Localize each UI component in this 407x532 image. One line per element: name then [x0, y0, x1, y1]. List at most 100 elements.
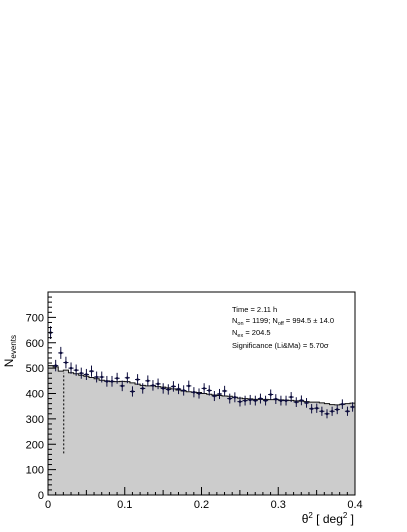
on-point: [124, 372, 130, 384]
on-point-marker: [248, 398, 252, 402]
on-point: [268, 389, 274, 400]
on-point: [165, 384, 171, 395]
on-point-marker: [310, 407, 313, 411]
y-tick-label: 400: [26, 389, 44, 401]
x-axis-label-unit-sup: 2: [343, 511, 348, 520]
on-point: [78, 367, 84, 379]
on-point: [119, 380, 125, 392]
on-point-marker: [120, 384, 124, 388]
on-point-marker: [284, 399, 288, 402]
on-point-marker: [172, 385, 175, 388]
on-point: [181, 385, 187, 396]
on-point: [237, 396, 243, 407]
on-point-marker: [335, 408, 339, 411]
on-point: [73, 364, 79, 376]
on-point-marker: [274, 397, 278, 401]
on-point: [83, 368, 89, 380]
x-axis-label: θ2 [ deg2 ]: [302, 511, 354, 526]
on-point: [206, 385, 212, 396]
info-non-noff: Non = 1199; Noff = 994.5 ± 14.0: [232, 316, 334, 327]
on-point: [109, 375, 115, 387]
on-point-marker: [126, 376, 129, 380]
on-point: [216, 388, 223, 400]
on-point: [257, 393, 264, 404]
on-point: [58, 346, 64, 359]
on-point: [273, 394, 279, 405]
info-significance: Significance (Li&Ma) = 5.70σ: [232, 341, 329, 350]
on-point: [155, 378, 161, 390]
on-point-marker: [228, 397, 232, 400]
x-tick-label: 0: [45, 499, 51, 511]
info-nex: Nex = 204.5: [232, 328, 271, 339]
on-point-marker: [346, 409, 349, 413]
on-point-marker: [294, 400, 298, 404]
y-tick-label: 100: [26, 465, 44, 477]
on-point-marker: [187, 384, 191, 388]
on-point-marker: [279, 399, 283, 402]
on-point-marker: [100, 375, 104, 379]
on-point: [278, 395, 284, 406]
background-fill: [48, 365, 355, 495]
on-point-marker: [151, 384, 155, 387]
on-point: [140, 383, 146, 394]
y-axis-label: Nevents: [2, 335, 18, 367]
on-point-marker: [69, 366, 73, 370]
on-point-marker: [202, 387, 206, 390]
on-point-marker: [233, 396, 237, 399]
on-point-marker: [136, 378, 139, 381]
on-point-marker: [351, 405, 354, 409]
y-axis-label-sub: events: [9, 335, 18, 359]
axes: 0 0.1 0.2 0.3 0.4 0 100 200 300 400 500 600 700: [26, 291, 363, 511]
on-point-marker: [243, 399, 247, 402]
on-point-marker: [289, 395, 293, 399]
on-point: [303, 398, 310, 408]
on-point-marker: [146, 379, 150, 383]
on-point-marker: [79, 371, 83, 375]
on-point: [298, 395, 304, 406]
on-point-marker: [59, 351, 63, 355]
on-point: [88, 365, 95, 377]
on-point-marker: [238, 400, 242, 403]
on-point-marker: [177, 387, 180, 391]
on-point: [129, 386, 136, 397]
on-source-points: [48, 326, 356, 419]
on-point-marker: [85, 373, 88, 376]
on-point: [350, 402, 356, 412]
on-point-marker: [54, 364, 57, 367]
on-point-marker: [95, 375, 98, 379]
on-point-marker: [223, 389, 226, 393]
on-point-marker: [105, 380, 109, 383]
on-point: [175, 383, 182, 395]
y-axis-label-main: N: [2, 359, 16, 368]
on-point: [242, 395, 248, 406]
on-point: [99, 371, 105, 383]
on-point: [293, 397, 299, 407]
on-point: [150, 380, 156, 391]
on-point: [196, 388, 202, 399]
y-tick-label: 700: [26, 312, 44, 324]
on-point-marker: [218, 392, 221, 396]
y-tick-label: 500: [26, 363, 44, 375]
on-point: [104, 375, 110, 387]
on-point-marker: [131, 390, 134, 393]
x-tick-label: 0.3: [271, 499, 286, 511]
x-tick-label: 0.4: [347, 499, 362, 511]
on-point-marker: [259, 397, 262, 400]
on-point-marker: [167, 388, 170, 391]
on-point: [68, 362, 74, 374]
on-point: [186, 380, 192, 392]
on-point: [334, 404, 340, 415]
on-point-marker: [300, 399, 303, 402]
stats-info-box: Time = 2.11 h Non = 1199; Noff = 994.5 ±…: [232, 305, 334, 350]
on-point-marker: [197, 392, 201, 395]
on-point-marker: [264, 399, 267, 402]
on-point: [252, 395, 258, 406]
info-time: Time = 2.11 h: [232, 305, 277, 314]
on-point: [94, 371, 100, 383]
on-point-marker: [325, 412, 329, 416]
y-tick-label: 0: [38, 490, 44, 502]
on-point: [324, 409, 330, 419]
x-tick-label: 0.2: [194, 499, 209, 511]
on-point-marker: [182, 389, 185, 392]
